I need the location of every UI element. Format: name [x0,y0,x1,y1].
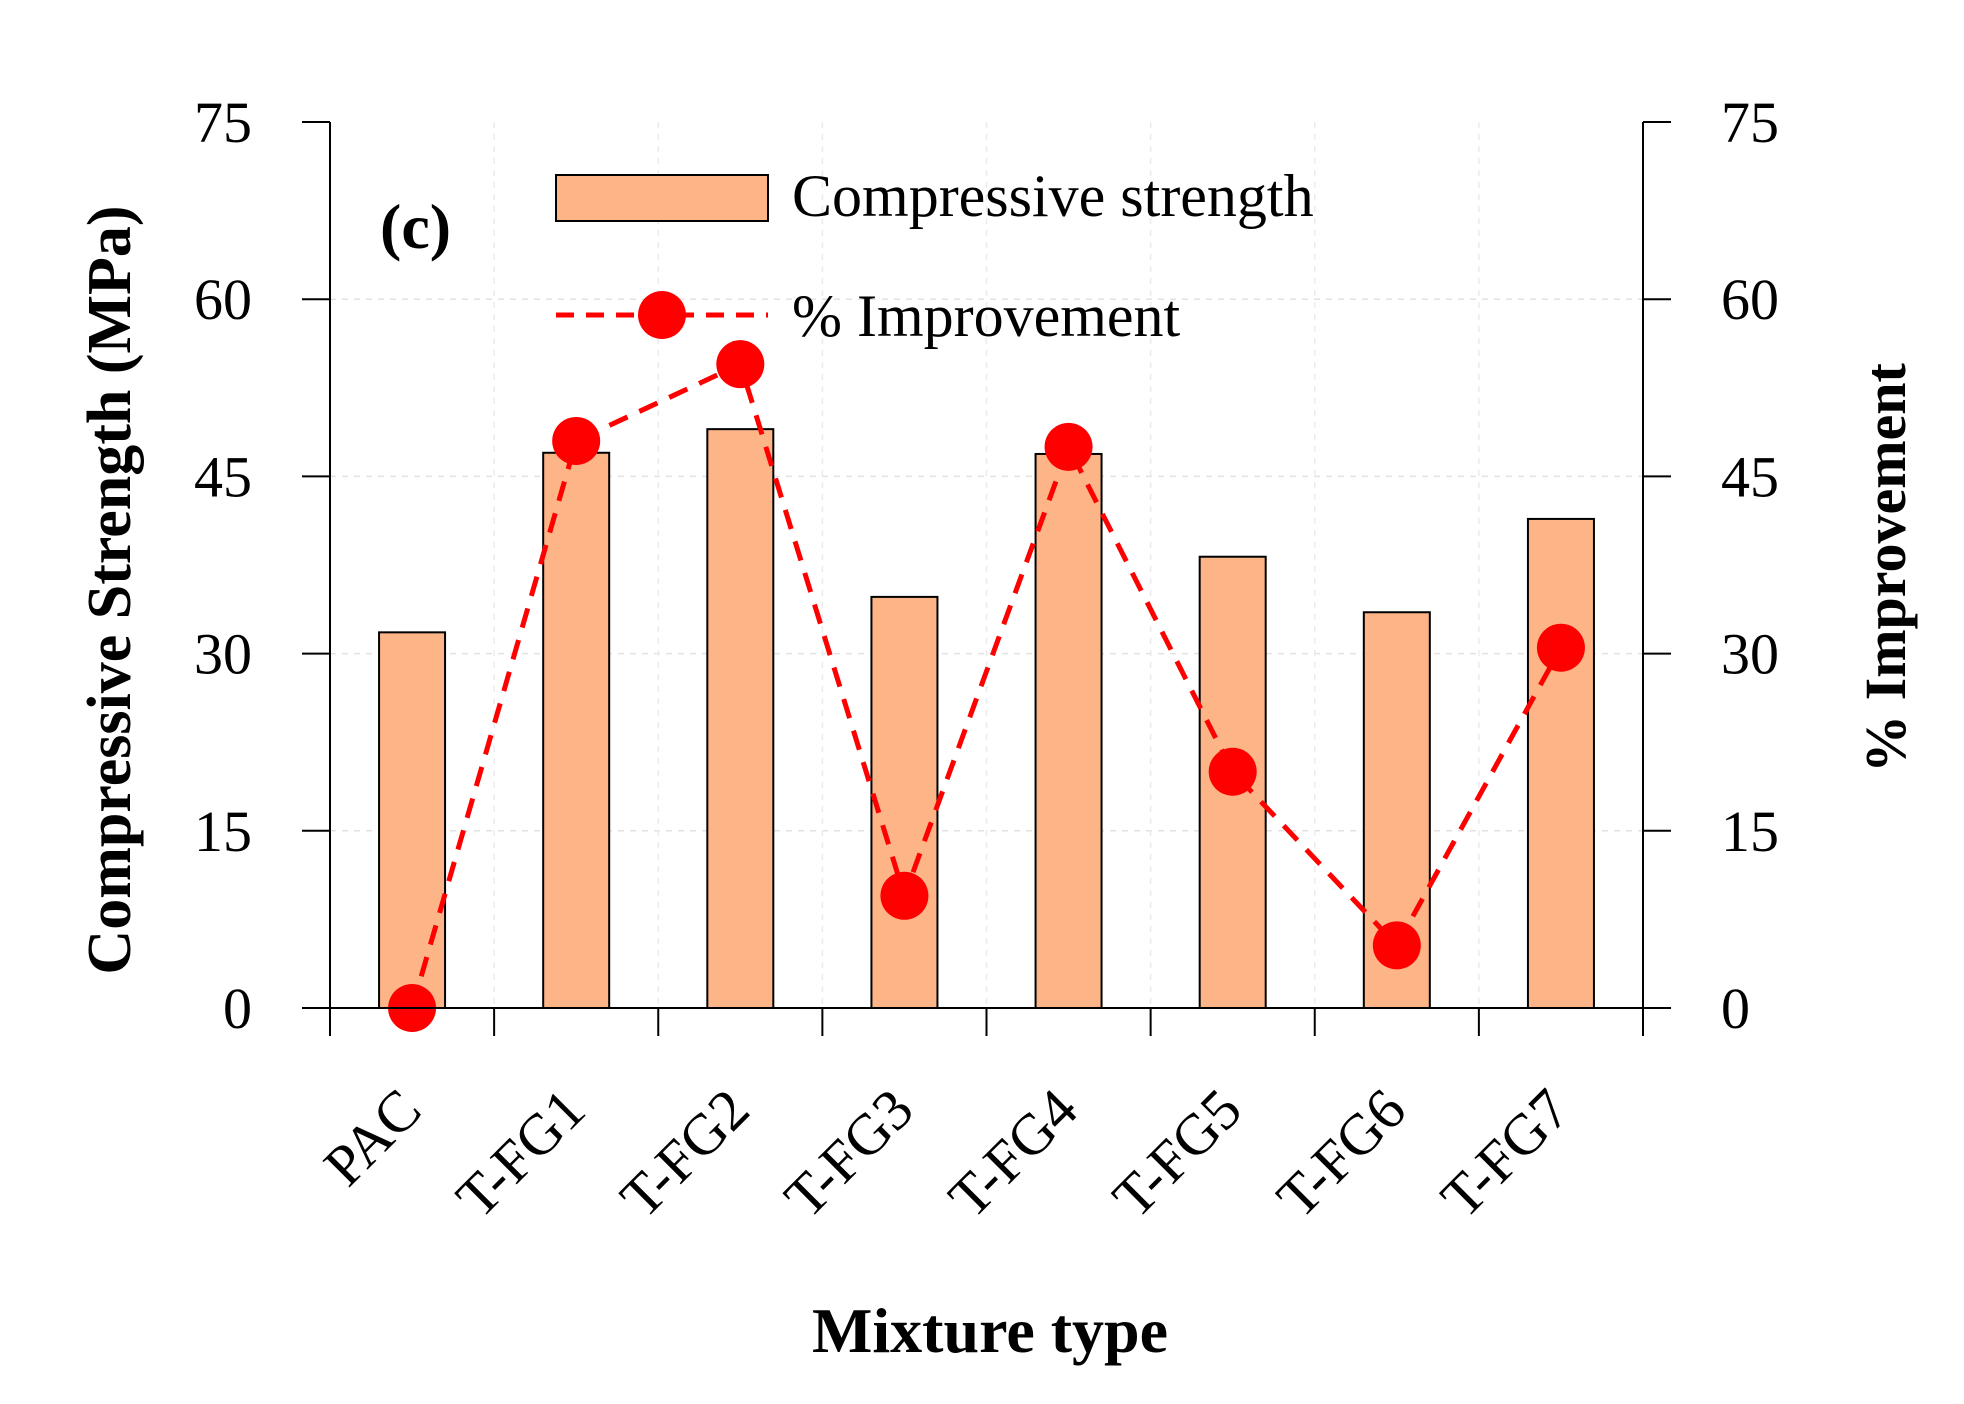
improvement-line [409,360,1564,1009]
right-tick-label: 60 [1721,267,1779,332]
y2-axis-label: % Improvement [1853,362,1918,772]
y-axis-label: Compressive Strength (MPa) [76,205,144,974]
left-tick-label: 0 [223,976,252,1041]
right-axis-ticks: 0 15 30 45 60 75 [1643,90,1779,1041]
bar-series [378,428,1595,1010]
bar-t-fg7 [1526,517,1595,1009]
grid-lines [330,122,1643,1008]
legend-swatch-marker [638,291,686,339]
improvement-point-t-fg7 [1536,623,1585,672]
x-tick-label: T-FG6 [1264,1076,1418,1230]
x-tick-label: T-FG5 [1100,1076,1254,1230]
legend-label-line: % Improvement [792,283,1181,349]
left-tick-label: 60 [194,267,252,332]
x-tick-label: T-FG1 [444,1076,598,1230]
line-series [388,340,1585,1032]
x-tick-label: PAC [311,1076,433,1198]
left-axis-ticks: 0 15 30 45 60 75 [194,90,330,1041]
x-tick-label: T-FG2 [608,1076,762,1230]
left-tick-label: 30 [194,622,252,687]
improvement-point-t-fg1 [552,416,601,465]
bar-t-fg1 [542,451,611,1010]
bar-t-fg3 [870,595,939,1009]
x-tick-label: T-FG4 [936,1076,1090,1230]
right-tick-label: 15 [1721,799,1779,864]
improvement-point-t-fg6 [1372,921,1421,970]
left-tick-label: 75 [194,90,252,155]
legend-label-bar: Compressive strength [792,163,1314,229]
bar-t-fg2 [706,428,775,1009]
bar-t-fg4 [1034,452,1103,1010]
left-tick-label: 45 [194,444,252,509]
x-axis-ticks: PAC T-FG1 T-FG2 T-FG3 T-FG4 T-FG5 T-FG6 T-FG7 [311,1008,1644,1230]
right-tick-label: 45 [1721,444,1779,509]
legend: Compressive strength % Improvement [555,163,1314,349]
improvement-point-t-fg4 [1044,422,1093,471]
left-tick-label: 15 [194,799,252,864]
x-axis-label: Mixture type [812,1295,1168,1366]
x-tick-label: T-FG3 [772,1076,926,1230]
bar-pac [378,631,447,1009]
right-tick-label: 75 [1721,90,1779,155]
right-tick-label: 0 [1721,976,1750,1041]
right-tick-label: 30 [1721,622,1779,687]
improvement-point-t-fg5 [1208,747,1257,796]
x-tick-label: T-FG7 [1428,1076,1582,1230]
improvement-point-t-fg3 [880,871,929,920]
legend-swatch-bar [555,174,769,222]
improvement-point-t-fg2 [716,340,765,389]
panel-label: (c) [380,191,451,262]
